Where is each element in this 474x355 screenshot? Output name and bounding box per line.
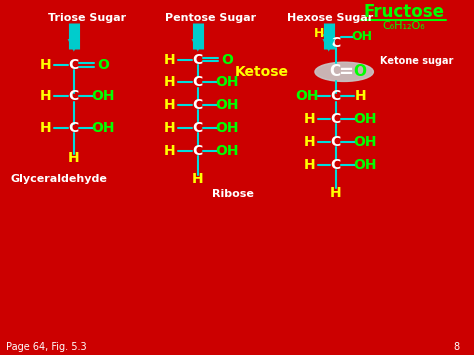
Ellipse shape [315,62,374,81]
Text: C: C [331,158,341,171]
Text: H: H [164,75,175,89]
Text: Ketose: Ketose [235,65,289,79]
Text: Fructose: Fructose [363,3,444,21]
Text: C: C [192,53,203,67]
Text: C: C [192,121,203,135]
Text: O: O [354,64,366,79]
Text: OH: OH [215,143,238,158]
Text: H: H [40,58,52,72]
Text: OH: OH [351,30,372,43]
Text: C: C [192,143,203,158]
Text: H: H [40,121,52,135]
Text: H: H [354,89,366,103]
Text: C: C [69,89,79,103]
Text: H: H [330,186,342,200]
Text: OH: OH [353,135,376,149]
Text: =: = [338,63,354,81]
Text: H: H [164,143,175,158]
Text: H: H [68,151,80,165]
Text: Hexose Sugar: Hexose Sugar [287,12,373,23]
Text: C: C [69,58,79,72]
Text: H: H [304,158,316,171]
Text: 8: 8 [454,342,460,351]
Text: H: H [164,53,175,67]
Text: OH: OH [353,112,376,126]
Text: Ribose: Ribose [212,189,254,200]
Text: Ketone sugar: Ketone sugar [380,56,454,66]
Text: C: C [331,89,341,103]
Text: OH: OH [215,98,238,112]
Text: OH: OH [91,89,115,103]
Text: C: C [329,64,340,79]
Text: Page 64, Fig. 5.3: Page 64, Fig. 5.3 [6,342,87,351]
Text: H: H [164,98,175,112]
Text: H: H [192,172,204,186]
Text: C₆H₁₂O₆: C₆H₁₂O₆ [382,21,425,31]
Text: Pentose Sugar: Pentose Sugar [165,12,256,23]
Text: C: C [192,75,203,89]
Text: Triose Sugar: Triose Sugar [48,12,126,23]
Text: OH: OH [295,89,319,103]
Text: O: O [97,58,109,72]
Text: H: H [314,27,325,40]
Text: OH: OH [91,121,115,135]
Text: OH: OH [215,75,238,89]
Text: OH: OH [215,121,238,135]
Text: C: C [192,98,203,112]
Text: H: H [304,112,316,126]
Text: C: C [69,121,79,135]
Text: C: C [331,36,341,50]
Text: H: H [164,121,175,135]
Text: C: C [331,135,341,149]
Text: Glyceraldehyde: Glyceraldehyde [11,174,108,184]
Text: H: H [40,89,52,103]
Text: C: C [331,112,341,126]
Text: O: O [221,53,233,67]
Text: OH: OH [353,158,376,171]
Text: H: H [304,135,316,149]
